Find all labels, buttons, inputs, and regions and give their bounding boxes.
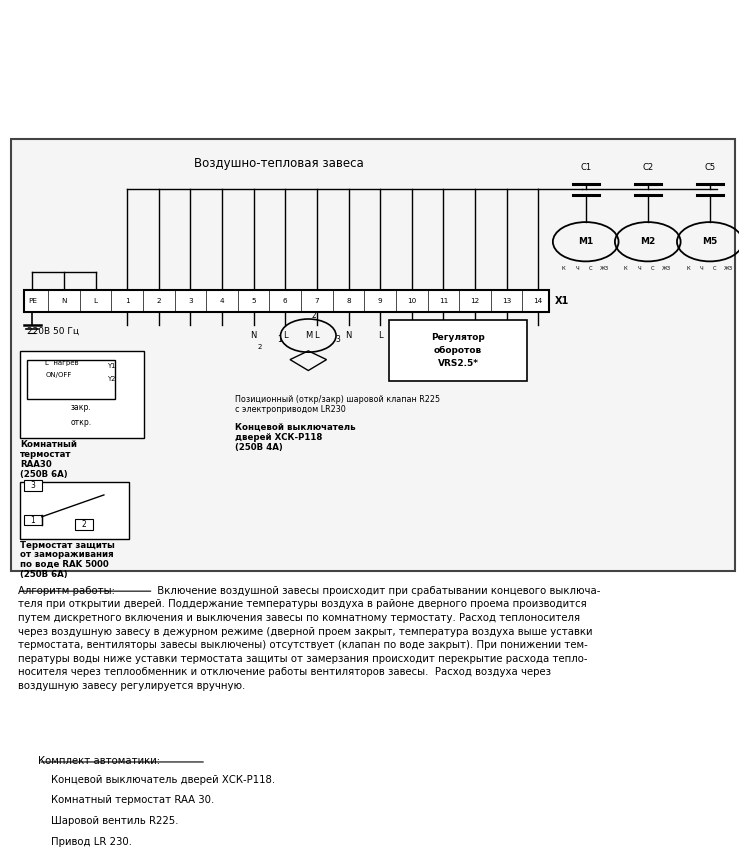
Text: (250В 6А): (250В 6А) [20,470,67,479]
Text: M: M [304,331,312,340]
Text: от замораживания: от замораживания [20,550,114,559]
Text: С: С [712,265,716,270]
Text: 1: 1 [31,515,35,525]
Text: оборотов: оборотов [434,347,482,355]
Text: 7: 7 [315,298,319,304]
Bar [389,320,527,382]
Text: C1: C1 [580,163,591,172]
Text: по воде RAK 5000: по воде RAK 5000 [20,560,108,569]
Text: L: L [94,298,97,304]
Text: Концевой выключатель: Концевой выключатель [236,423,356,432]
Text: L: L [441,331,446,340]
Bar [24,514,42,526]
Text: Регулятор: Регулятор [431,333,485,342]
Text: Комнатный: Комнатный [20,440,77,449]
Bar [24,289,549,312]
Text: 3: 3 [335,336,340,344]
Text: теля при открытии дверей. Поддержание температуры воздуха в районе дверного прое: теля при открытии дверей. Поддержание те… [18,599,592,691]
Text: термостат: термостат [20,450,71,460]
Text: M2: M2 [640,237,655,247]
Text: (250В 6А): (250В 6А) [20,569,67,579]
Text: Ч: Ч [575,265,579,270]
Text: RAA30: RAA30 [20,460,52,469]
Text: M1: M1 [578,237,593,247]
Text: Шаровой вентиль R225.: Шаровой вентиль R225. [38,816,179,826]
Text: N: N [251,331,257,340]
Text: Воздушно-тепловая завеса: Воздушно-тепловая завеса [194,157,364,169]
Text: L: L [315,331,319,340]
Text: 14: 14 [533,298,543,304]
Text: 3: 3 [188,298,193,304]
Text: (250В 4А): (250В 4А) [236,443,283,452]
Text: VRS2.5*: VRS2.5* [438,360,479,368]
Text: 1: 1 [277,336,281,344]
Text: 2: 2 [257,344,262,350]
Text: дверей ХСК-Р118: дверей ХСК-Р118 [236,433,322,442]
Text: PE: PE [28,298,37,304]
Text: N: N [408,331,415,340]
Text: Вариант 5. Работа воздушной завесы от концевого выключателя дверей. Поддержание : Вариант 5. Работа воздушной завесы от ко… [19,12,625,78]
Text: 2: 2 [312,312,316,320]
Text: 6: 6 [283,298,288,304]
Text: закр.: закр. [71,403,92,412]
Text: N: N [61,298,67,304]
Text: L: L [378,331,382,340]
Text: 10: 10 [407,298,417,304]
Text: К: К [624,265,628,270]
Text: С: С [588,265,592,270]
Text: X1: X1 [554,295,568,306]
Text: С: С [650,265,654,270]
Text: ЖЗ: ЖЗ [723,265,732,270]
Bar [75,519,93,530]
Text: с электроприводом LR230: с электроприводом LR230 [236,406,346,414]
Text: Включение воздушной завесы происходит при срабатывании концевого выключа-: Включение воздушной завесы происходит пр… [153,586,600,596]
Text: откр.: откр. [71,419,92,427]
Text: Y2: Y2 [108,377,116,383]
Text: Алгоритм работы:: Алгоритм работы: [18,586,114,596]
Text: 220В 50 Гц: 220В 50 Гц [27,327,79,336]
Text: Термостат защиты: Термостат защиты [20,541,114,550]
Text: L  нагрев: L нагрев [46,360,79,366]
Text: ЖЗ: ЖЗ [599,265,609,270]
Bar [20,482,129,538]
Text: Концевой выключатель дверей ХСК-Р118.: Концевой выключатель дверей ХСК-Р118. [38,775,275,785]
Text: К: К [562,265,565,270]
Text: ON/OFF: ON/OFF [46,372,72,377]
Text: 11: 11 [439,298,448,304]
Bar [24,479,42,490]
Text: 12: 12 [470,298,479,304]
Text: L: L [283,331,288,340]
Text: 2: 2 [156,298,161,304]
Text: 2: 2 [82,520,86,529]
Text: Привод LR 230.: Привод LR 230. [38,836,132,847]
Text: M5: M5 [702,237,717,247]
Text: Ч: Ч [637,265,641,270]
Text: Y1: Y1 [108,363,116,369]
Text: 13: 13 [502,298,512,304]
Bar [27,360,115,399]
Bar [20,351,144,438]
Text: 5: 5 [251,298,256,304]
Text: Комплект автоматики:: Комплект автоматики: [38,756,160,766]
Text: К: К [686,265,690,270]
Text: N: N [346,331,352,340]
Text: Позиционный (откр/закр) шаровой клапан R225: Позиционный (откр/закр) шаровой клапан R… [236,395,441,403]
Text: 9: 9 [378,298,382,304]
Text: 3: 3 [30,480,35,490]
Text: 8: 8 [346,298,351,304]
Text: ЖЗ: ЖЗ [661,265,670,270]
Text: Комнатный термостат RAA 30.: Комнатный термостат RAA 30. [38,795,215,805]
Text: 1: 1 [125,298,129,304]
Text: C5: C5 [705,163,715,172]
Text: 4: 4 [220,298,224,304]
Text: C2: C2 [643,163,653,172]
Text: Ч: Ч [699,265,703,270]
